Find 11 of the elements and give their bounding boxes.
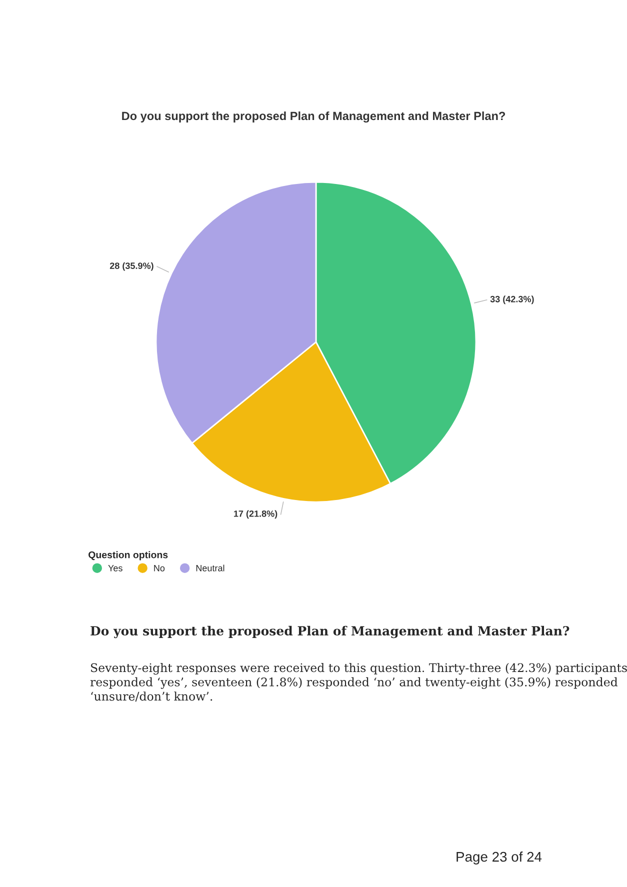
legend-title: Question options [88, 551, 168, 560]
data-label: 33 (42.3%) [490, 296, 534, 304]
text: Do you support the proposed Plan of Management and Master Plan? [90, 626, 570, 638]
chart-title: Do you support the proposed Plan of Management and Master Plan? [122, 111, 506, 123]
text: Seventy-eight responses were received to this question. Thirty-three (42.3%) participants responded ‘yes’, seventeen (21.8%) responded ‘no’ and twenty-eight (35.9%) responded ‘unsure/don’t know’. [90, 663, 627, 702]
data-label: 28 (35.9%) [110, 262, 154, 271]
legend-label: Neutral [196, 564, 224, 572]
legend-label: No [154, 565, 165, 572]
text: Page 23 of 24 [456, 852, 542, 864]
legend-label: Yes [108, 565, 122, 572]
data-label: 17 (21.8%) [234, 510, 278, 519]
